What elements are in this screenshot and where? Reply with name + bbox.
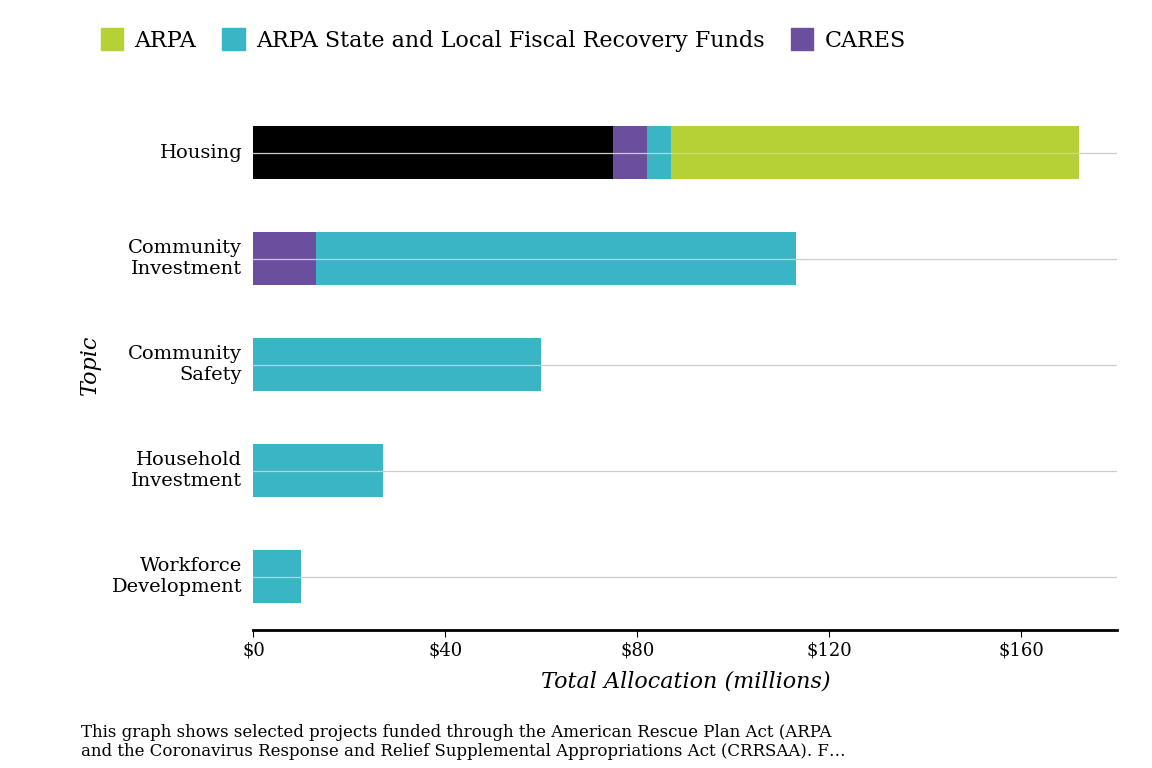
Text: This graph shows selected projects funded through the American Rescue Plan Act (: This graph shows selected projects funde… [81, 723, 846, 760]
Bar [253, 233, 316, 286]
Bar [253, 444, 382, 498]
Y-axis label: Topic: Topic [78, 335, 100, 395]
Bar [253, 127, 613, 180]
Legend: ARPA, ARPA State and Local Fiscal Recovery Funds, CARES: ARPA, ARPA State and Local Fiscal Recove… [92, 18, 915, 61]
Bar [670, 127, 1079, 180]
Bar [613, 127, 647, 180]
Bar [647, 127, 670, 180]
Bar [316, 233, 796, 286]
Bar [253, 550, 302, 604]
X-axis label: Total Allocation (millions): Total Allocation (millions) [540, 670, 831, 693]
Bar [253, 338, 541, 392]
